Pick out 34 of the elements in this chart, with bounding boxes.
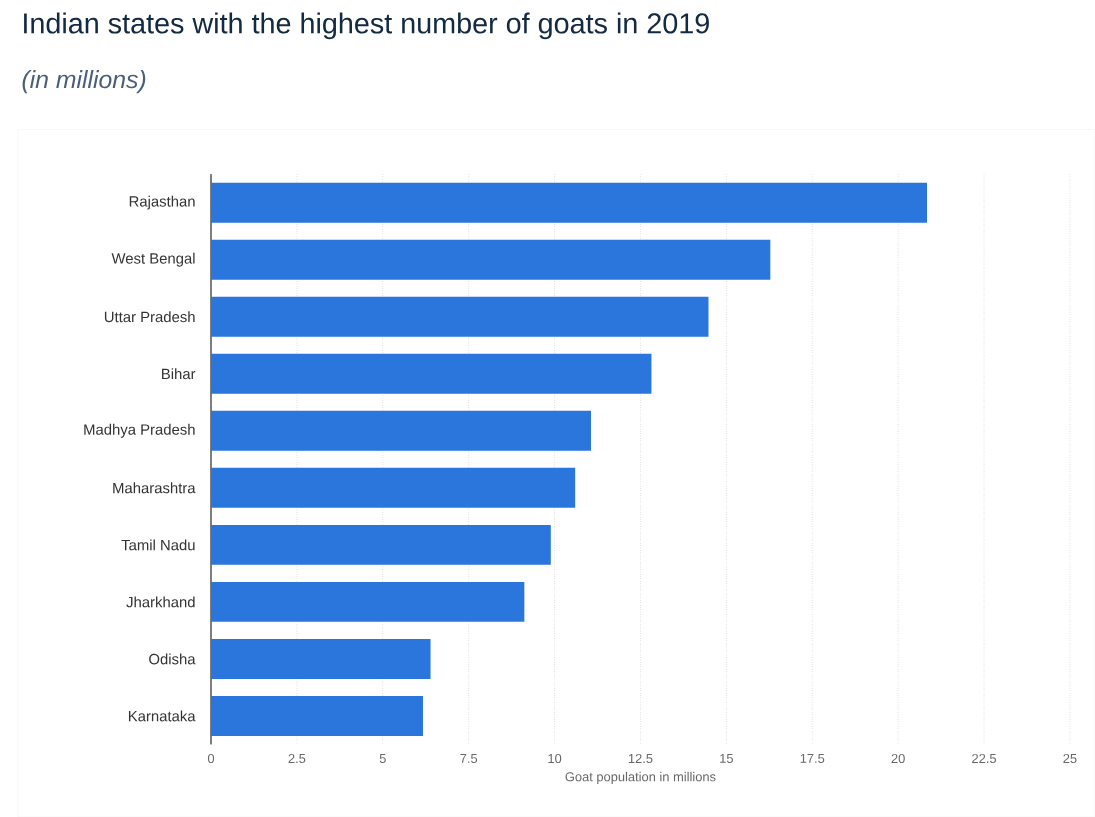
x-tick-label: 20 [891, 753, 905, 763]
x-tick-label: 15 [720, 753, 733, 763]
y-tick-label: Maharashtra [113, 482, 196, 494]
bar [211, 182, 927, 223]
y-tick-label: Rajasthan [129, 195, 195, 210]
y-tick-label: Madhya Pradesh [84, 423, 195, 438]
chart-title: Indian states with the highest number of goats in 2019 [24, 12, 709, 40]
x-tick-label: 7.5 [460, 753, 478, 763]
x-tick-label: 17.5 [800, 753, 825, 763]
y-tick-label: Tamil Nadu [121, 539, 195, 551]
bar [211, 695, 423, 736]
x-axis-title: Goat population in millions [565, 771, 716, 784]
bar [211, 524, 551, 565]
x-tick-label: 22.5 [972, 753, 997, 763]
bar [211, 467, 576, 508]
x-tick-label: 2.5 [288, 753, 306, 763]
y-tick-label: Bihar [162, 368, 196, 380]
x-tick-label: 25 [1063, 753, 1077, 763]
y-tick-label: Uttar Pradesh [104, 311, 195, 323]
bar [211, 638, 431, 679]
x-tick-label: 5 [379, 753, 386, 763]
bar [211, 239, 771, 280]
chart-subtitle: (in millions) [22, 69, 146, 93]
x-tick-label: 0 [207, 753, 215, 763]
bar [211, 353, 652, 394]
y-tick-label: Jharkhand [126, 596, 195, 608]
y-tick-label: Karnataka [128, 710, 196, 722]
x-tick-label: 10 [548, 753, 562, 763]
y-tick-label: Odisha [149, 653, 196, 665]
bar [211, 410, 591, 451]
bar [211, 296, 709, 337]
x-tick-label: 12.5 [628, 753, 653, 763]
y-tick-label: West Bengal [111, 252, 195, 267]
bar [211, 581, 525, 622]
